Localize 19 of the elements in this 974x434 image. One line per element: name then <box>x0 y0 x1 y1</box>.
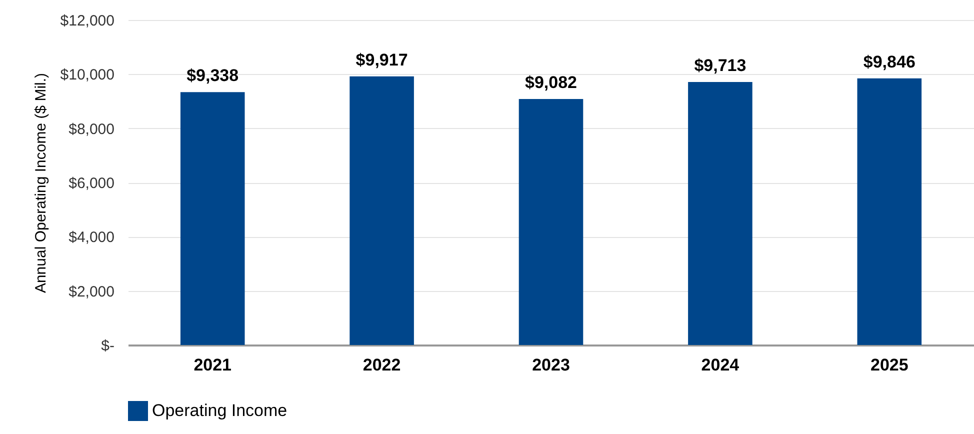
y-tick-label: $12,000 <box>60 12 114 30</box>
x-tick-label: 2023 <box>532 356 570 374</box>
legend-label: Operating Income <box>152 401 288 420</box>
y-tick-label: $2,000 <box>68 283 114 300</box>
y-tick-label: $- <box>101 338 114 354</box>
x-tick-label: 2021 <box>194 356 232 374</box>
y-tick-label: $4,000 <box>68 229 114 246</box>
y-tick-label: $10,000 <box>60 66 114 84</box>
data-label: $9,082 <box>525 73 577 92</box>
y-axis-title: Annual Operating Income ($ Mil.) <box>32 72 50 294</box>
data-label: $9,713 <box>694 56 746 75</box>
x-tick-label: 2025 <box>870 356 908 374</box>
x-tick-label: 2022 <box>362 356 401 374</box>
data-label: $9,846 <box>863 52 916 72</box>
y-tick-label: $8,000 <box>68 120 114 138</box>
x-tick-label: 2024 <box>701 356 740 374</box>
data-label: $9,338 <box>186 66 239 86</box>
data-label: $9,917 <box>356 50 408 70</box>
y-tick-label: $6,000 <box>68 175 114 192</box>
